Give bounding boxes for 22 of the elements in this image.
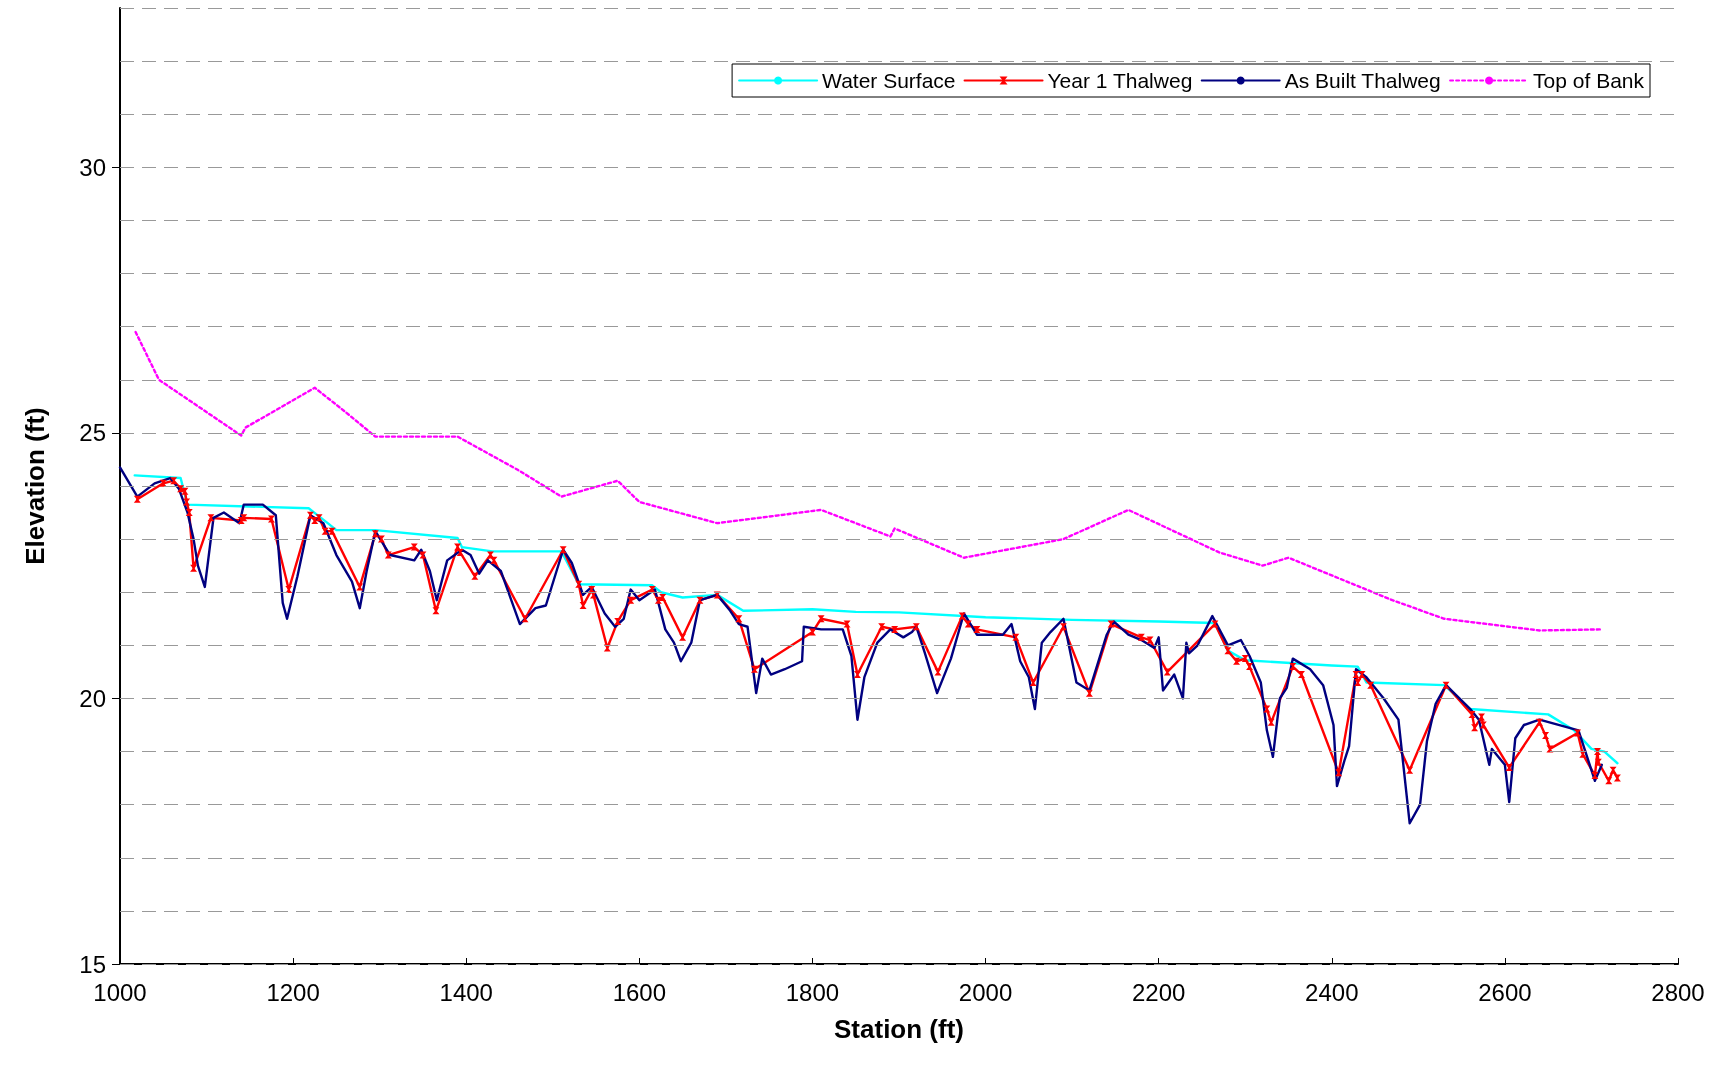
x-tick-label: 1600 — [612, 978, 667, 1006]
x-tick-label: 1000 — [93, 978, 147, 1006]
x-tick-label: 1400 — [439, 978, 493, 1006]
x-tick-label: 2000 — [958, 978, 1013, 1006]
y-tick-label: 20 — [79, 684, 106, 712]
x-tick-label: 2200 — [1131, 978, 1186, 1006]
y-tick-label: 30 — [79, 153, 106, 181]
x-tick-label: 2400 — [1305, 978, 1359, 1006]
line-series — [118, 466, 1604, 825]
x-tick-label: 2600 — [1478, 978, 1532, 1006]
legend-label: Water Surface — [822, 69, 956, 92]
legend-label: Year 1 Thalweg — [1047, 69, 1193, 92]
y-tick-label: 25 — [79, 419, 106, 447]
x-axis-title: Station (ft) — [834, 1014, 964, 1044]
y-tick-label: 15 — [79, 950, 106, 978]
legend-label: As Built Thalweg — [1284, 69, 1441, 92]
y-axis-title: Elevation (ft) — [20, 407, 50, 565]
x-tick-label: 2800 — [1651, 978, 1705, 1006]
x-tick-label: 1200 — [266, 978, 320, 1006]
x-tick-label: 1800 — [785, 978, 840, 1006]
legend-label: Top of Bank — [1533, 69, 1645, 92]
line-series — [134, 330, 1602, 632]
